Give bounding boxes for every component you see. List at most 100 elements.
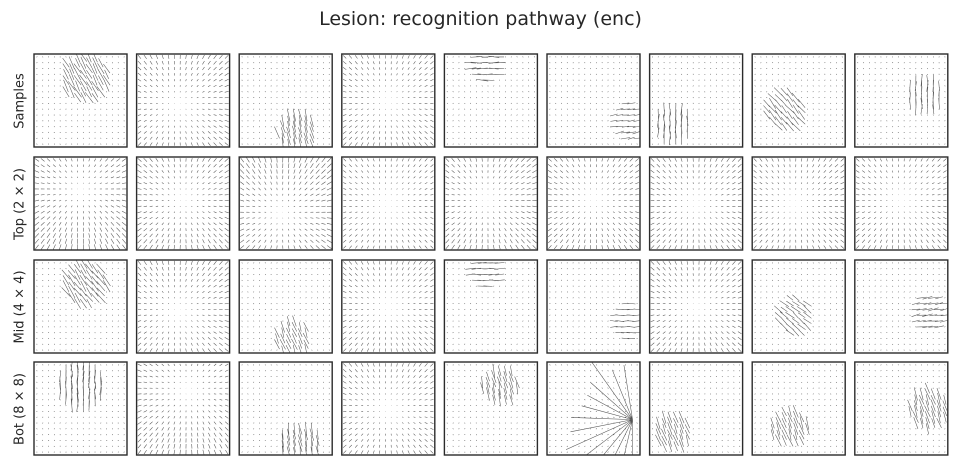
quiver-panel [33,259,128,354]
quiver-arrows [137,54,229,146]
quiver-arrows [549,262,640,351]
quiver-panel [135,156,231,251]
quiver-panel [135,361,231,456]
quiver-arrows [36,54,125,145]
quiver-arrows [857,364,948,453]
panel-frame [135,156,231,251]
quiver-arrows [446,55,536,145]
panel-frame [341,53,436,148]
arrow-field [549,56,640,145]
arrow-field [547,158,640,250]
panel-frame [648,259,744,354]
quiver-arrows [342,363,434,454]
arrow-field [857,364,948,453]
panel-frame [33,361,128,456]
quiver-panel [238,259,333,354]
quiver-arrows [650,260,742,353]
arrow-field [446,55,536,145]
quiver-panel [135,53,231,148]
arrow-field [241,364,330,455]
arrow-field [343,158,434,249]
quiver-arrows [343,158,434,249]
quiver-panel [341,259,436,354]
quiver-panel [443,259,539,354]
arrow-field [753,158,845,249]
arrow-field [342,363,434,454]
arrow-field [342,55,434,146]
panel-frame [238,259,333,354]
arrow-field [34,158,127,250]
panel-frame [854,259,949,354]
panel-frame [751,259,846,354]
arrow-field [754,262,843,351]
quiver-arrows [650,157,742,250]
arrow-field [754,364,843,453]
quiver-arrows [241,56,330,147]
quiver-arrows [651,364,741,453]
quiver-panel [238,53,333,148]
panel-frame [238,53,333,148]
panel-frame [443,361,539,456]
arrow-field [137,54,229,146]
panel-frame [546,156,641,251]
quiver-arrows [855,158,947,250]
quiver-panel [341,361,436,456]
panel-frame [546,259,641,354]
quiver-panel [648,361,744,456]
panel-frame [648,361,744,456]
panel-frame [341,361,436,456]
panel-frame [751,53,846,148]
quiver-panel [546,361,641,456]
quiver-arrows [754,262,843,351]
quiver-arrows [549,362,638,455]
panel-frame [33,259,128,354]
arrow-field [857,56,946,145]
arrow-field [651,56,741,146]
quiver-panel [33,156,128,251]
panel-frame [854,361,949,456]
arrow-field [857,262,948,351]
arrow-field [754,56,843,145]
panel-frame [648,156,744,251]
arrow-field [651,364,741,453]
quiver-arrows [137,260,229,352]
arrow-field [446,261,536,351]
panel-frame [135,53,231,148]
quiver-arrows [754,364,843,453]
quiver-panel [443,53,539,148]
arrow-field [241,56,330,147]
quiver-panel [546,156,641,251]
arrow-field [650,157,742,250]
quiver-arrows [754,56,843,145]
quiver-arrows [445,157,537,250]
quiver-arrows [857,262,948,351]
quiver-panel [648,259,744,354]
panel-frame [33,53,128,148]
quiver-arrows [753,158,845,249]
quiver-panel [546,259,641,354]
arrow-field [446,363,536,453]
quiver-arrows [549,56,640,145]
quiver-arrows [547,158,640,250]
arrow-field [36,260,125,351]
quiver-panel [751,259,846,354]
quiver-panel [546,53,641,148]
quiver-panel [854,53,949,148]
arrow-field [36,362,125,453]
panel-frame [341,156,436,251]
quiver-panel [751,156,846,251]
quiver-arrows [342,261,434,352]
arrow-field [549,362,638,455]
quiver-arrows [36,362,125,453]
quiver-panel [341,53,436,148]
panel-frame [443,156,539,251]
quiver-arrows [137,157,229,250]
panel-frame [135,259,231,354]
panel-frame [238,156,333,251]
quiver-panel [854,156,949,251]
arrow-field [137,363,229,455]
quiver-panel [443,156,539,251]
quiver-panel [648,53,744,148]
quiver-panel [648,156,744,251]
